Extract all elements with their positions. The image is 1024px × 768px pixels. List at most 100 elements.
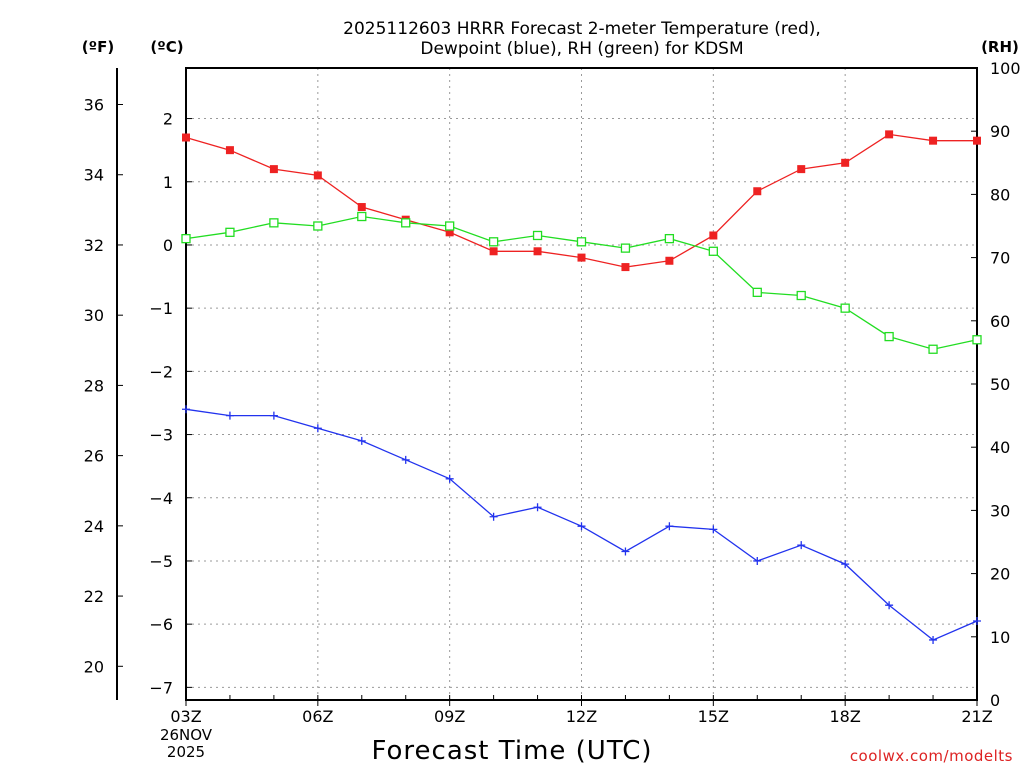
rh-point bbox=[752, 287, 762, 298]
x-tick-label: 21Z bbox=[961, 707, 992, 726]
temperature-point bbox=[797, 165, 806, 174]
rh-tick-label: 0 bbox=[990, 691, 1000, 710]
celsius-tick-label: −3 bbox=[149, 426, 173, 445]
rh-tick-label: 80 bbox=[990, 185, 1010, 204]
dewpoint-point bbox=[489, 512, 498, 521]
temperature-point bbox=[489, 247, 498, 256]
x-tick-label: 06Z bbox=[302, 707, 333, 726]
fahrenheit-tick-label: 24 bbox=[84, 517, 104, 536]
dewpoint-point bbox=[269, 411, 278, 420]
temperature-point bbox=[357, 203, 366, 212]
dewpoint-point bbox=[885, 601, 894, 610]
rh-point bbox=[181, 233, 191, 244]
rh-point bbox=[401, 218, 411, 228]
fahrenheit-tick-label: 20 bbox=[84, 657, 104, 676]
gridlines bbox=[186, 68, 977, 700]
x-axis: 03Z 06Z 09Z 12Z 15Z 18Z 21Z bbox=[170, 695, 993, 726]
temperature-point bbox=[313, 171, 322, 180]
chart-title-line-2: Dewpoint (blue), RH (green) for KDSM bbox=[420, 39, 743, 59]
temperature-point bbox=[182, 133, 190, 142]
rh-point bbox=[532, 230, 543, 241]
dewpoint-point bbox=[621, 547, 630, 556]
fahrenheit-tick-label: 26 bbox=[84, 447, 104, 466]
temperature-point bbox=[225, 146, 234, 155]
rh-point bbox=[884, 331, 894, 342]
x-tick-label: 03Z bbox=[170, 707, 201, 726]
rh-point bbox=[708, 246, 718, 256]
dewpoint-point bbox=[577, 522, 586, 531]
celsius-tick-label: 0 bbox=[163, 236, 173, 255]
rh-point bbox=[928, 344, 938, 354]
fahrenheit-tick-label: 28 bbox=[84, 376, 104, 395]
series-layer bbox=[181, 130, 982, 644]
rh-tick-label: 60 bbox=[990, 312, 1010, 331]
fahrenheit-tick-label: 36 bbox=[84, 96, 104, 115]
series-temperature bbox=[182, 130, 981, 272]
temperature-point bbox=[621, 263, 630, 272]
rh-point bbox=[313, 221, 323, 231]
x-tick-label: 12Z bbox=[566, 707, 597, 726]
plot-frame bbox=[185, 67, 978, 701]
dewpoint-point bbox=[973, 617, 981, 625]
dewpoint-point bbox=[401, 455, 410, 464]
fahrenheit-axis: 36 34 32 30 28 26 24 22 20 bbox=[84, 96, 123, 676]
temperature-point bbox=[929, 136, 938, 145]
dewpoint-point bbox=[313, 424, 322, 433]
rh-point bbox=[840, 303, 850, 313]
dewpoint-point bbox=[182, 405, 190, 414]
dewpoint-point bbox=[533, 503, 542, 512]
temperature-point bbox=[753, 187, 762, 196]
temperature-point bbox=[841, 158, 850, 167]
celsius-tick-label: −6 bbox=[149, 615, 173, 634]
rh-point bbox=[620, 243, 631, 253]
rh-point bbox=[225, 227, 235, 237]
credit-label: coolwx.com/modelts bbox=[850, 747, 1013, 765]
date-label-day: 26NOV bbox=[160, 726, 213, 744]
x-tick-label: 15Z bbox=[698, 707, 729, 726]
rh-tick-label: 40 bbox=[990, 438, 1010, 457]
temperature-point bbox=[577, 253, 586, 262]
fahrenheit-tick-label: 32 bbox=[84, 236, 104, 255]
fahrenheit-tick-label: 34 bbox=[84, 166, 104, 185]
chart-title-line-1: 2025112603 HRRR Forecast 2-meter Tempera… bbox=[343, 19, 821, 39]
celsius-tick-label: −1 bbox=[149, 299, 173, 318]
dewpoint-point bbox=[445, 474, 454, 483]
rh-tick-label: 100 bbox=[990, 59, 1021, 78]
celsius-tick-label: −2 bbox=[149, 362, 173, 381]
series-dewpoint bbox=[182, 405, 981, 644]
x-tick-label: 18Z bbox=[830, 707, 861, 726]
celsius-tick-label: 1 bbox=[163, 173, 173, 192]
celsius-tick-label: −4 bbox=[149, 489, 173, 508]
rh-point bbox=[445, 221, 455, 231]
dewpoint-point bbox=[665, 522, 674, 531]
rh-unit-label: (RH) bbox=[981, 38, 1019, 56]
rh-point bbox=[357, 211, 367, 222]
date-label-year: 2025 bbox=[167, 743, 205, 761]
dewpoint-point bbox=[797, 541, 806, 550]
temperature-point bbox=[269, 165, 278, 174]
rh-tick-label: 90 bbox=[990, 122, 1010, 141]
dewpoint-point bbox=[841, 560, 850, 569]
rh-point bbox=[664, 233, 675, 244]
rh-point bbox=[269, 218, 279, 228]
dewpoint-point bbox=[225, 411, 234, 420]
rh-point bbox=[576, 237, 587, 247]
temperature-point bbox=[885, 130, 894, 139]
x-tick-label: 09Z bbox=[434, 707, 465, 726]
dewpoint-point bbox=[929, 635, 938, 644]
dewpoint-point bbox=[709, 525, 718, 534]
celsius-unit-label: (ºC) bbox=[150, 38, 183, 56]
celsius-tick-label: −7 bbox=[149, 678, 173, 697]
rh-tick-label: 10 bbox=[990, 628, 1010, 647]
dewpoint-point bbox=[357, 436, 366, 445]
series-rh bbox=[181, 211, 982, 354]
fahrenheit-tick-label: 30 bbox=[84, 306, 104, 325]
rh-tick-label: 50 bbox=[990, 375, 1010, 394]
temperature-point bbox=[973, 136, 981, 145]
celsius-axis: 2 1 0 −1 −2 −3 −4 −5 −6 −7 bbox=[149, 110, 192, 697]
temperature-point bbox=[445, 228, 454, 237]
x-axis-title: Forecast Time (UTC) bbox=[371, 736, 652, 766]
rh-tick-label: 30 bbox=[990, 501, 1010, 520]
celsius-tick-label: 2 bbox=[163, 110, 173, 129]
